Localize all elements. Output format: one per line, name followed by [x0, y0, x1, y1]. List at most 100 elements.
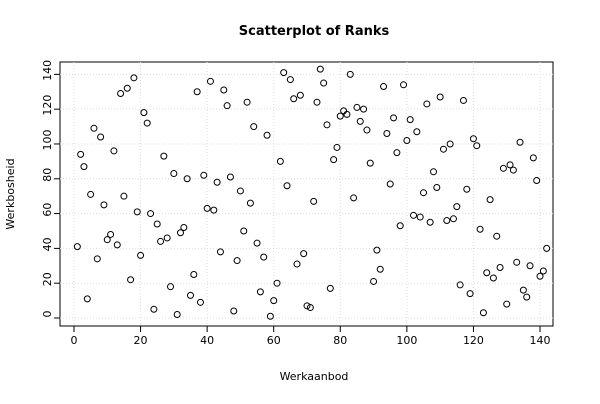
y-tick-label: 120	[41, 95, 54, 116]
point	[366, 159, 374, 167]
chart-title: Scatterplot of Ranks	[239, 24, 390, 39]
point	[266, 312, 274, 320]
point	[290, 95, 298, 103]
point	[420, 189, 428, 197]
point	[300, 250, 308, 258]
point	[383, 130, 391, 138]
y-tick-label: 140	[41, 60, 54, 81]
point	[493, 232, 501, 240]
point	[323, 121, 331, 129]
point	[340, 107, 348, 115]
point	[356, 117, 364, 125]
point	[123, 84, 131, 92]
point	[363, 126, 371, 134]
point	[499, 164, 507, 172]
y-tick-label: 60	[41, 203, 54, 217]
point	[280, 69, 288, 77]
point	[183, 175, 191, 183]
point	[137, 251, 145, 259]
point	[506, 161, 514, 169]
point	[436, 93, 444, 101]
point	[426, 218, 434, 226]
point	[373, 246, 381, 254]
point	[293, 260, 301, 268]
point	[103, 236, 111, 244]
point	[390, 114, 398, 122]
point	[453, 203, 461, 211]
point	[433, 183, 441, 191]
point	[186, 291, 194, 299]
point	[147, 210, 155, 218]
point	[260, 253, 268, 261]
point	[273, 279, 281, 287]
point	[150, 305, 158, 313]
point	[246, 199, 254, 207]
point	[253, 239, 261, 247]
point	[416, 213, 424, 221]
point	[526, 262, 534, 270]
point	[216, 248, 224, 256]
point	[213, 178, 221, 186]
point	[489, 274, 497, 282]
point	[529, 154, 537, 162]
point	[473, 142, 481, 150]
point	[233, 257, 241, 265]
point	[330, 156, 338, 164]
point	[396, 222, 404, 230]
point	[180, 224, 188, 232]
point	[93, 255, 101, 263]
y-tick-label: 20	[41, 272, 54, 286]
point	[429, 168, 437, 176]
point	[200, 171, 208, 179]
point	[107, 230, 115, 238]
point	[423, 100, 431, 108]
point	[236, 187, 244, 195]
point	[306, 304, 314, 312]
point	[350, 194, 358, 202]
point	[449, 215, 457, 223]
point	[113, 241, 121, 249]
point	[230, 307, 238, 315]
point	[163, 234, 171, 242]
point	[413, 128, 421, 136]
point	[326, 284, 334, 292]
point	[539, 267, 547, 275]
point	[223, 102, 231, 110]
x-tick-label: 140	[530, 334, 551, 347]
point	[110, 147, 118, 155]
point	[370, 277, 378, 285]
y-tick-label: 100	[41, 129, 54, 150]
point	[210, 206, 218, 214]
point	[243, 98, 251, 106]
x-tick-label: 120	[463, 334, 484, 347]
point	[203, 204, 211, 212]
y-tick-label: 0	[41, 310, 54, 317]
point	[376, 265, 384, 273]
point	[130, 74, 138, 82]
point	[117, 89, 125, 97]
point	[296, 91, 304, 99]
point	[400, 81, 408, 89]
point	[313, 98, 321, 106]
point	[479, 309, 487, 317]
point	[446, 140, 454, 148]
point	[476, 225, 484, 233]
y-axis-label: Werkbosheid	[4, 158, 17, 229]
point	[360, 105, 368, 113]
point	[463, 185, 471, 193]
point	[333, 143, 341, 151]
x-axis-label: Werkaanbod	[280, 370, 349, 383]
point	[456, 281, 464, 289]
point	[250, 123, 258, 131]
point	[320, 79, 328, 87]
point	[516, 138, 524, 146]
point	[353, 103, 361, 111]
point	[240, 227, 248, 235]
point	[543, 244, 551, 252]
point	[509, 166, 517, 174]
x-tick-label: 0	[70, 334, 77, 347]
point	[303, 302, 311, 310]
point	[167, 283, 175, 291]
point	[380, 83, 388, 91]
